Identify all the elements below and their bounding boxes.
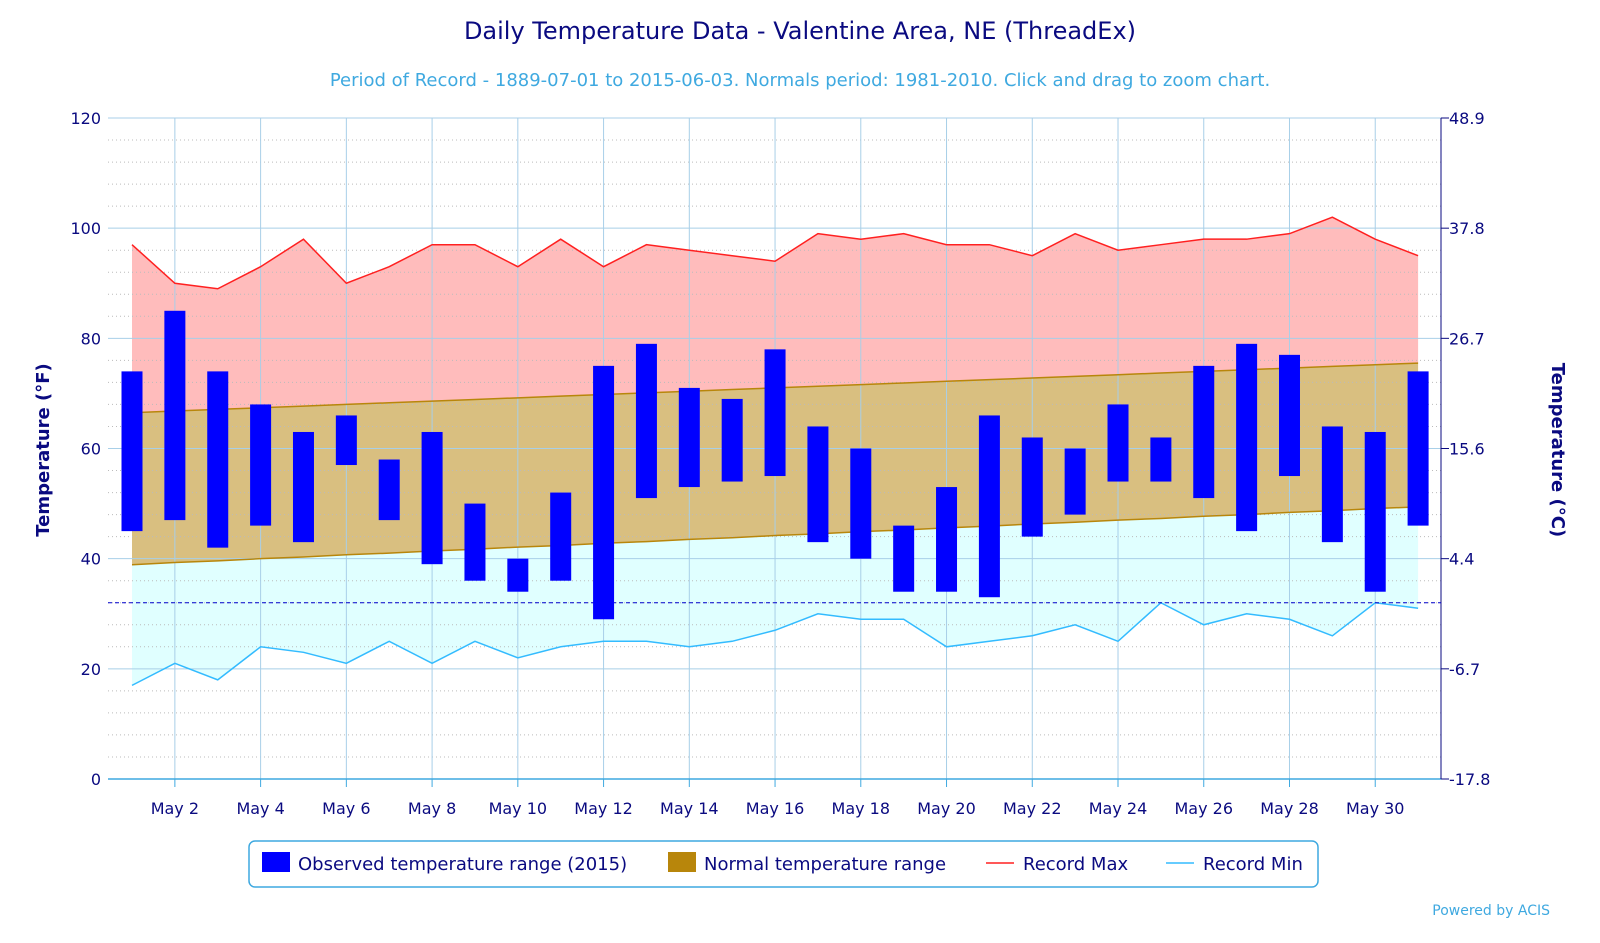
observed-range-bar[interactable] [850, 448, 872, 559]
y-tick-label-right: 26.7 [1449, 329, 1485, 348]
y-tick-label-left: 20 [81, 660, 101, 679]
plot-area[interactable]: 0 -17.8 20 -6.7 40 4.4 60 15.6 80 26.7 100 37.8 120 4… [70, 109, 1490, 818]
observed-range-bar[interactable] [1150, 437, 1172, 482]
observed-range-bar[interactable] [550, 492, 572, 581]
observed-range-bar[interactable] [635, 343, 657, 499]
credit-link[interactable]: Powered by ACIS [1432, 903, 1550, 919]
y-tick-label-left: 100 [70, 219, 101, 238]
observed-range-bar[interactable] [721, 398, 743, 482]
legend: Observed temperature range (2015) Normal… [248, 840, 1319, 888]
y-tick-label-right: 15.6 [1449, 440, 1485, 459]
legend-label-observed: Observed temperature range (2015) [298, 854, 627, 875]
legend-item-observed[interactable]: Observed temperature range (2015) [262, 852, 627, 875]
y-tick-label-right: 37.8 [1449, 219, 1485, 238]
legend-label-record-max: Record Max [1023, 854, 1128, 875]
y-tick-label-left: 60 [81, 440, 101, 459]
observed-range-bar[interactable] [978, 415, 1000, 598]
x-tick-label: May 6 [322, 799, 370, 818]
observed-range-bar[interactable] [378, 459, 400, 521]
observed-range-bar[interactable] [164, 310, 186, 521]
observed-range-bar[interactable] [335, 415, 357, 466]
observed-range-bar[interactable] [1407, 371, 1429, 526]
observed-range-bar[interactable] [207, 371, 229, 548]
observed-range-bar[interactable] [1107, 404, 1129, 482]
y-tick-label-right: -17.8 [1449, 770, 1490, 789]
observed-range-bar[interactable] [250, 404, 272, 526]
observed-range-bar[interactable] [1236, 343, 1258, 532]
y-tick-label-right: 4.4 [1449, 550, 1474, 569]
observed-range-bar[interactable] [593, 365, 615, 620]
observed-range-bar[interactable] [292, 431, 314, 543]
x-tick-label: May 26 [1174, 799, 1233, 818]
y-tick-label-right: 48.9 [1449, 109, 1485, 128]
observed-range-bar[interactable] [893, 525, 915, 592]
x-tick-label: May 8 [408, 799, 456, 818]
observed-range-bar[interactable] [1321, 426, 1343, 543]
chart-title: Daily Temperature Data - Valentine Area,… [464, 17, 1136, 45]
observed-range-bar[interactable] [1278, 354, 1300, 477]
observed-range-bar[interactable] [1193, 365, 1215, 499]
x-tick-label: May 16 [746, 799, 805, 818]
x-tick-label: May 22 [1003, 799, 1062, 818]
x-tick-label: May 2 [151, 799, 199, 818]
x-tick-label: May 14 [660, 799, 719, 818]
x-tick-label: May 24 [1089, 799, 1148, 818]
legend-swatch-observed [262, 852, 290, 872]
y-tick-label-left: 120 [70, 109, 101, 128]
x-tick-label: May 18 [832, 799, 891, 818]
y-tick-label-right: -6.7 [1449, 660, 1480, 679]
x-tick-label: May 10 [489, 799, 548, 818]
legend-item-normal[interactable]: Normal temperature range [668, 852, 946, 875]
x-tick-label: May 20 [917, 799, 976, 818]
observed-range-bar[interactable] [678, 387, 700, 488]
observed-range-bar[interactable] [807, 426, 829, 543]
x-tick-label: May 30 [1346, 799, 1405, 818]
normal-low-line [131, 506, 1419, 566]
observed-range-bar[interactable] [121, 371, 143, 532]
observed-range-bar[interactable] [507, 558, 529, 592]
observed-range-bar[interactable] [936, 487, 958, 592]
chart-subtitle: Period of Record - 1889-07-01 to 2015-06… [330, 70, 1270, 91]
legend-box [248, 840, 1319, 888]
legend-label-normal: Normal temperature range [704, 854, 946, 875]
y-axis-label-left: Temperature (°F) [33, 363, 54, 537]
record-max-line[interactable] [131, 216, 1419, 290]
observed-range-bar[interactable] [464, 503, 486, 581]
observed-range-bar[interactable] [1021, 437, 1043, 537]
y-tick-label-left: 0 [91, 770, 101, 789]
observed-range-bar[interactable] [1064, 448, 1086, 515]
x-tick-label: May 4 [236, 799, 284, 818]
observed-range-bar[interactable] [1364, 431, 1386, 592]
y-tick-label-left: 40 [81, 550, 101, 569]
x-tick-label: May 12 [574, 799, 633, 818]
legend-swatch-normal [668, 852, 696, 872]
record-min-line[interactable] [131, 601, 1419, 687]
y-tick-label-left: 80 [81, 329, 101, 348]
observed-range-bar[interactable] [764, 349, 786, 477]
y-axis-label-right: Temperature (°C) [1547, 363, 1568, 537]
legend-item-record-min[interactable]: Record Min [1166, 854, 1303, 875]
x-tick-label: May 28 [1260, 799, 1319, 818]
legend-item-record-max[interactable]: Record Max [986, 854, 1128, 875]
legend-label-record-min: Record Min [1203, 854, 1303, 875]
observed-range-bar[interactable] [421, 431, 443, 565]
